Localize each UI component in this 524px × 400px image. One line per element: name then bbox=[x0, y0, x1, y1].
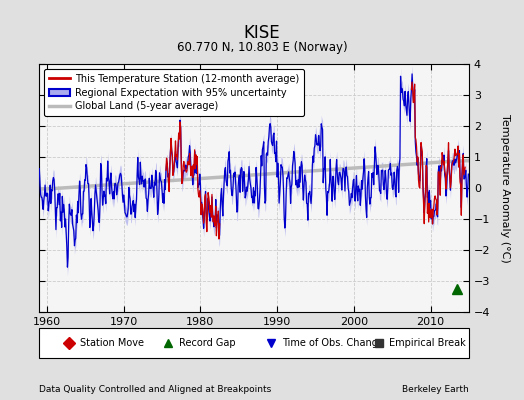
Y-axis label: Temperature Anomaly (°C): Temperature Anomaly (°C) bbox=[500, 114, 510, 262]
Text: KISE: KISE bbox=[244, 24, 280, 42]
Text: Berkeley Earth: Berkeley Earth bbox=[402, 385, 469, 394]
Text: 60.770 N, 10.803 E (Norway): 60.770 N, 10.803 E (Norway) bbox=[177, 41, 347, 54]
Text: Record Gap: Record Gap bbox=[179, 338, 236, 348]
Text: Data Quality Controlled and Aligned at Breakpoints: Data Quality Controlled and Aligned at B… bbox=[39, 385, 271, 394]
Text: Time of Obs. Change: Time of Obs. Change bbox=[282, 338, 384, 348]
Text: Station Move: Station Move bbox=[80, 338, 144, 348]
Text: Empirical Break: Empirical Break bbox=[389, 338, 466, 348]
Legend: This Temperature Station (12-month average), Regional Expectation with 95% uncer: This Temperature Station (12-month avera… bbox=[44, 69, 304, 116]
